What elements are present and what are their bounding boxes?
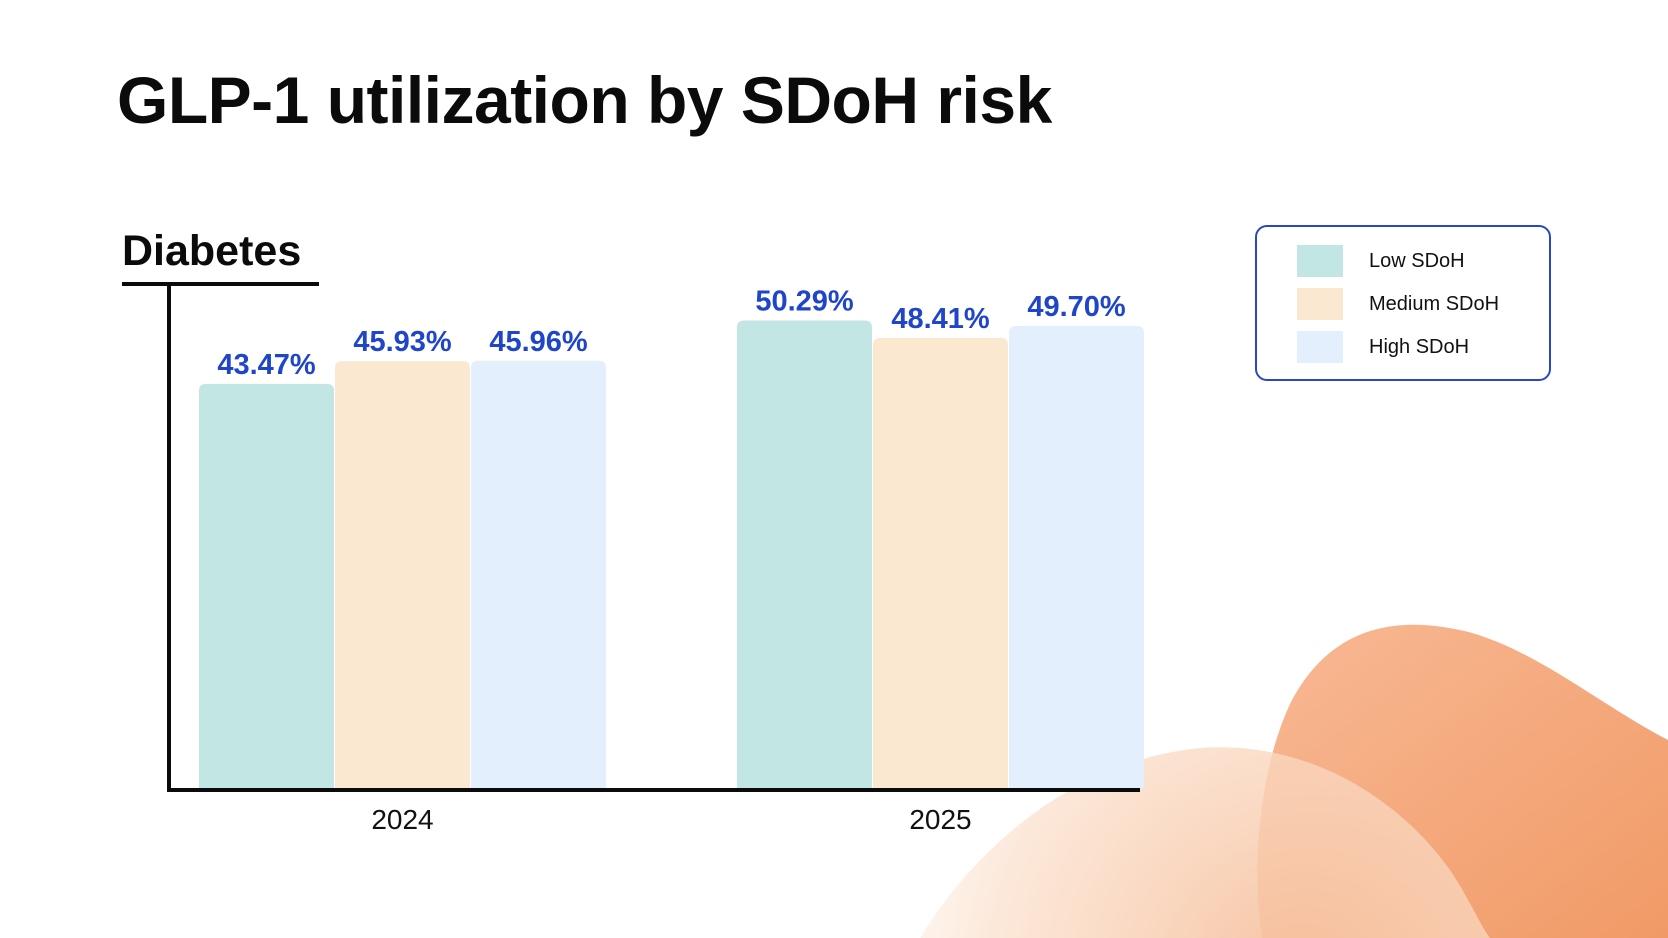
- slide-title: GLP-1 utilization by SDoH risk: [117, 63, 1052, 137]
- data-label-medium-sdoh-2025: 48.41%: [891, 303, 990, 335]
- legend-swatch-medium-sdoh: [1297, 288, 1343, 320]
- bar-low-sdoh-2025: [737, 320, 872, 788]
- chart-marks: 43.47% 45.93% 45.96% 2024 50.29% 48.41% 49.70%…: [199, 286, 1144, 835]
- legend-swatch-high-sdoh: [1297, 331, 1343, 363]
- data-label-low-sdoh-2025: 50.29%: [755, 286, 854, 318]
- bar-low-sdoh-2024: [199, 383, 334, 788]
- bar-high-sdoh-2024: [471, 360, 606, 788]
- legend-label-low-sdoh: Low SDoH: [1369, 249, 1465, 272]
- bar-medium-sdoh-2025: [873, 338, 1008, 788]
- peach-blob: [920, 747, 1490, 938]
- y-axis-line: [167, 286, 171, 792]
- x-tick-label-2024: 2024: [371, 804, 433, 835]
- data-label-high-sdoh-2025: 49.70%: [1027, 291, 1126, 323]
- data-label-high-sdoh-2024: 45.96%: [489, 326, 588, 358]
- chart-title: Diabetes: [122, 227, 301, 275]
- bar-high-sdoh-2025: [1009, 326, 1144, 788]
- x-axis-line: [167, 788, 1140, 792]
- chart-legend: Low SDoH Medium SDoH High SDoH: [1255, 225, 1551, 381]
- bar-medium-sdoh-2024: [335, 361, 470, 788]
- legend-label-medium-sdoh: Medium SDoH: [1369, 292, 1500, 315]
- legend-item-low-sdoh: Low SDoH: [1297, 245, 1465, 277]
- chart-title-underline: [122, 282, 319, 286]
- legend-item-medium-sdoh: Medium SDoH: [1297, 288, 1499, 320]
- x-tick-label-2025: 2025: [909, 804, 971, 835]
- legend-label-high-sdoh: High SDoH: [1369, 335, 1470, 358]
- legend-swatch-low-sdoh: [1297, 245, 1343, 277]
- data-label-low-sdoh-2024: 43.47%: [217, 349, 316, 381]
- legend-item-high-sdoh: High SDoH: [1297, 331, 1469, 363]
- data-label-medium-sdoh-2024: 45.93%: [353, 326, 452, 358]
